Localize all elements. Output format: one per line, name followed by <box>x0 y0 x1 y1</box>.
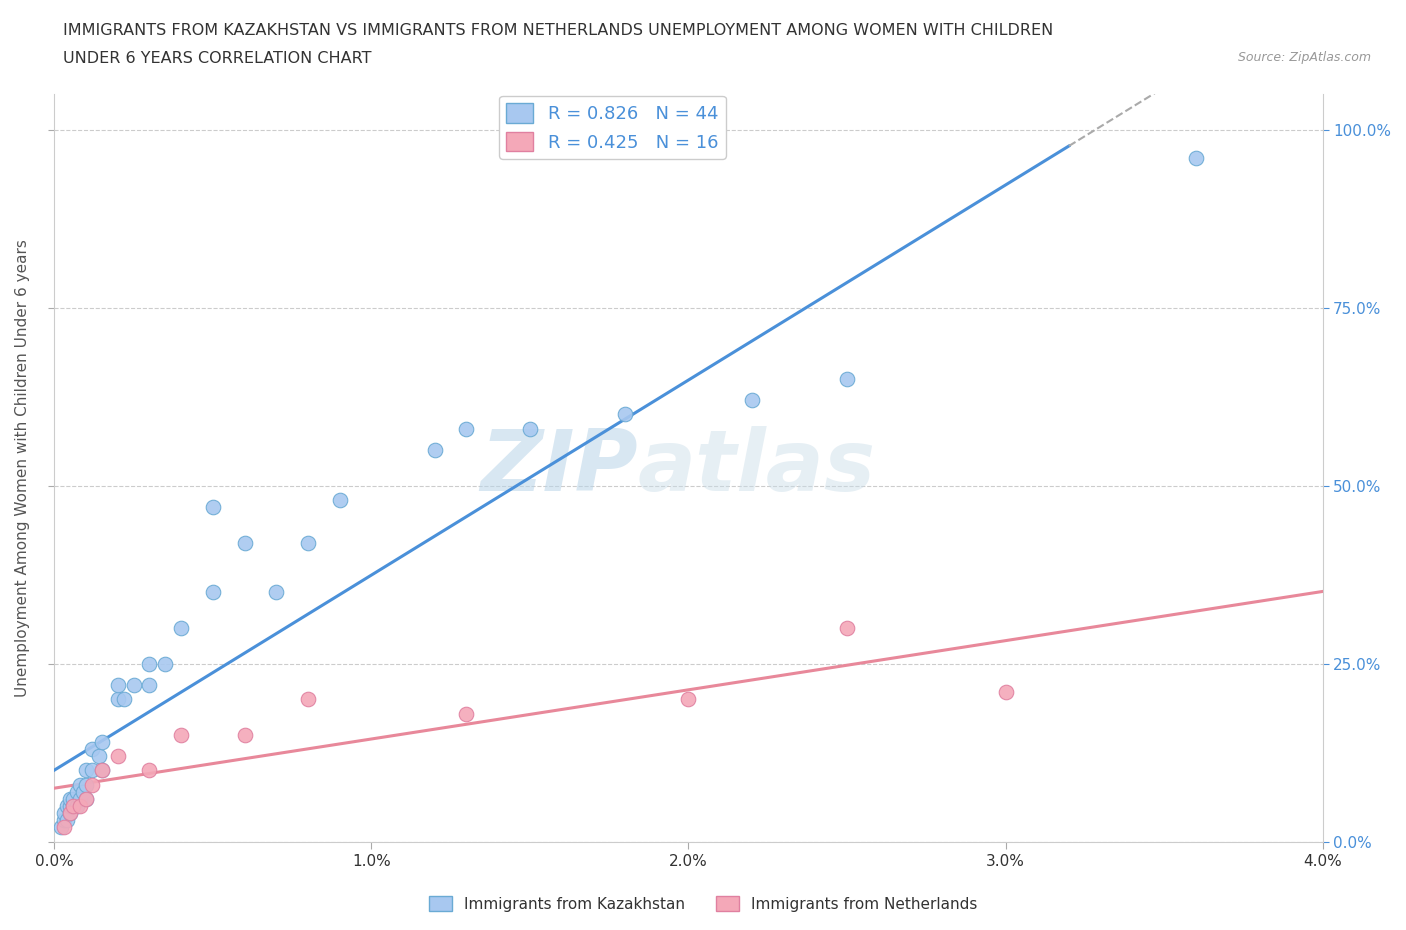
Point <box>65 799 87 814</box>
Point <box>155 657 177 671</box>
Point <box>62 799 84 814</box>
Point <box>69 777 91 792</box>
Point <box>52 805 75 820</box>
Y-axis label: Unemployment Among Women with Children Under 6 years: Unemployment Among Women with Children U… <box>15 239 30 697</box>
Point <box>52 820 75 835</box>
Point <box>519 421 541 436</box>
Point <box>62 799 84 814</box>
Text: Source: ZipAtlas.com: Source: ZipAtlas.com <box>1237 51 1371 64</box>
Point <box>90 735 112 750</box>
Point <box>107 692 129 707</box>
Point <box>297 692 319 707</box>
Point <box>59 791 82 806</box>
Point <box>69 791 91 806</box>
Point <box>59 805 82 820</box>
Legend: R = 0.826   N = 44, R = 0.425   N = 16: R = 0.826 N = 44, R = 0.425 N = 16 <box>499 96 725 159</box>
Point <box>107 678 129 693</box>
Point <box>741 392 763 407</box>
Point <box>82 777 104 792</box>
Point <box>75 791 97 806</box>
Point <box>107 749 129 764</box>
Point <box>56 799 79 814</box>
Text: IMMIGRANTS FROM KAZAKHSTAN VS IMMIGRANTS FROM NETHERLANDS UNEMPLOYMENT AMONG WOM: IMMIGRANTS FROM KAZAKHSTAN VS IMMIGRANTS… <box>63 23 1053 38</box>
Point <box>82 742 104 757</box>
Point <box>233 727 256 742</box>
Point <box>233 535 256 550</box>
Point <box>456 706 478 721</box>
Point <box>75 777 97 792</box>
Point <box>82 763 104 777</box>
Text: ZIP: ZIP <box>479 426 638 510</box>
Point <box>87 749 110 764</box>
Point <box>264 585 287 600</box>
Point <box>329 493 352 508</box>
Point <box>75 763 97 777</box>
Text: UNDER 6 YEARS CORRELATION CHART: UNDER 6 YEARS CORRELATION CHART <box>63 51 371 66</box>
Point <box>75 791 97 806</box>
Point <box>90 763 112 777</box>
Point <box>138 763 160 777</box>
Point <box>56 813 79 828</box>
Legend: Immigrants from Kazakhstan, Immigrants from Netherlands: Immigrants from Kazakhstan, Immigrants f… <box>423 889 983 918</box>
Point <box>456 421 478 436</box>
Point <box>201 499 224 514</box>
Point <box>59 805 82 820</box>
Text: atlas: atlas <box>638 426 876 510</box>
Point <box>138 657 160 671</box>
Point <box>59 799 82 814</box>
Point <box>423 443 446 458</box>
Point <box>170 727 193 742</box>
Point <box>69 799 91 814</box>
Point <box>835 620 858 635</box>
Point <box>297 535 319 550</box>
Point <box>614 407 637 422</box>
Point <box>170 620 193 635</box>
Point <box>1184 151 1206 166</box>
Point <box>122 678 145 693</box>
Point <box>49 820 72 835</box>
Point <box>678 692 700 707</box>
Point <box>65 784 87 799</box>
Point <box>72 784 94 799</box>
Point <box>52 813 75 828</box>
Point <box>90 763 112 777</box>
Point <box>112 692 135 707</box>
Point <box>835 371 858 386</box>
Point <box>62 791 84 806</box>
Point <box>994 684 1017 699</box>
Point <box>138 678 160 693</box>
Point <box>201 585 224 600</box>
